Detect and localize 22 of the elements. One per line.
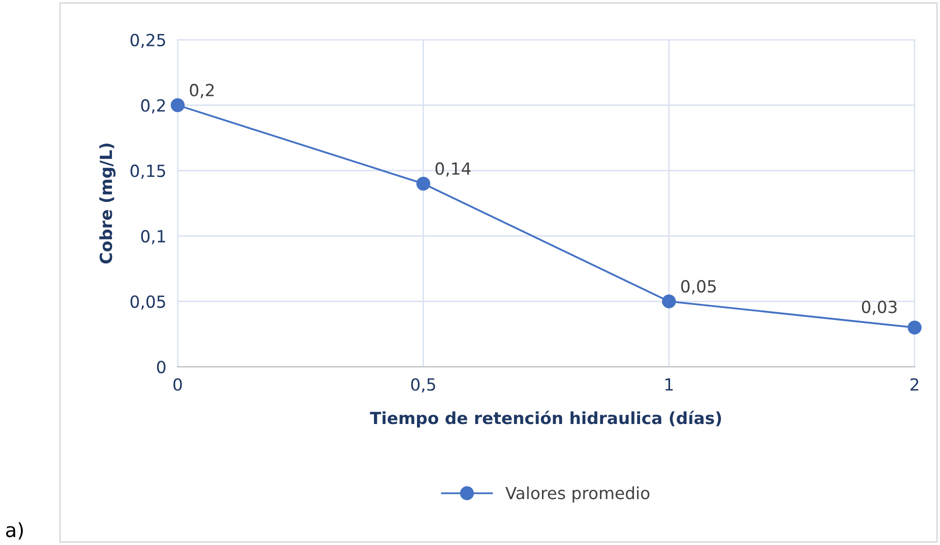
y-axis-title: Cobre (mg/L) xyxy=(99,144,116,264)
data-label: 0,2 xyxy=(190,84,214,98)
text: a) xyxy=(6,522,23,540)
point xyxy=(662,294,676,308)
x-tick-label: 1 xyxy=(665,378,673,391)
point xyxy=(416,176,430,191)
data-label: 0,03 xyxy=(862,300,897,315)
x-tick-label: 0,5 xyxy=(411,378,436,392)
y-tick-label: 0 xyxy=(157,360,166,374)
x-tick-label: 0 xyxy=(173,378,182,391)
y-tick-label: 0,15 xyxy=(130,164,166,179)
data-label: 0,14 xyxy=(436,162,471,177)
y-tick-label: 0,05 xyxy=(130,295,166,310)
legend-label: Valores promedio xyxy=(505,486,650,503)
y-tick-label: 0,1 xyxy=(141,230,166,244)
point xyxy=(170,98,185,112)
point xyxy=(908,320,922,334)
x-tick-label: 2 xyxy=(910,378,918,391)
y-tick-label: 0,2 xyxy=(141,99,165,114)
data-label: 0,05 xyxy=(681,280,716,294)
x-axis-title: Tiempo de retención hidraulica (días) xyxy=(370,410,721,428)
y-tick-label: 0,25 xyxy=(130,34,166,48)
